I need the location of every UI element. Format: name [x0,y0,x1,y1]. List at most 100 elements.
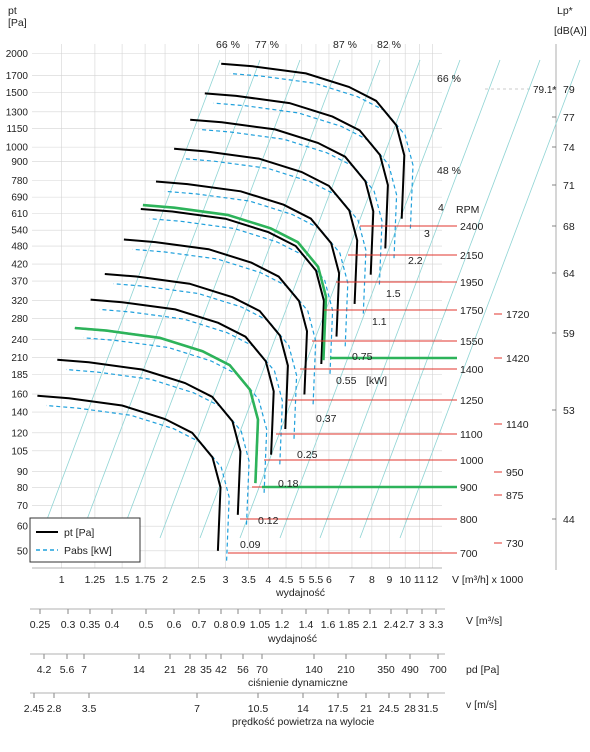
power-curve [132,248,317,405]
rpm-highlight-label: 730 [506,538,524,550]
left-tick-label: 690 [11,193,28,204]
left-tick-label: 320 [11,296,28,307]
x-tick-label: 1.25 [85,574,106,586]
power-label: [kW] [366,375,387,387]
efficiency-diagonal [279,59,461,539]
x-tick-label: 1.75 [135,574,156,586]
pd-tick-label: 140 [305,664,323,676]
scale-pd-caption: ciśnienie dynamiczne [248,677,348,689]
pd-tick-label: 700 [429,664,447,676]
power-curve [65,368,250,525]
x-tick-label: 5 [299,574,305,586]
power-label: 1.5 [386,288,401,300]
flow-tick-label: 0.25 [30,619,51,631]
rpm-highlight-label: 1140 [506,419,529,431]
efficiency-diagonal [159,59,341,539]
v-tick-label: 2.8 [47,703,62,715]
left-tick-label: 185 [11,370,28,381]
x-tick-label: 3.5 [241,574,256,586]
v-tick-label: 14 [297,703,309,715]
left-tick-label: 240 [11,335,28,346]
v-tick-label: 10.5 [248,703,269,715]
rpm-label: 700 [460,548,478,560]
scale-v-unit: v [m/s] [466,699,497,711]
legend-pabs-label: Pabs [kW] [64,545,112,557]
efficiency-diagonal [119,59,301,539]
left-tick-label: 1700 [6,71,29,82]
right-tick-label: 59 [563,328,575,340]
efficiency-diagonal [79,59,261,539]
pd-tick-label: 7 [81,664,87,676]
left-tick-label: 1500 [6,88,29,99]
power-label: 1.1 [372,316,387,328]
right-axis-unit: [dB(A)] [554,25,587,37]
left-tick-label: 210 [11,353,28,364]
efficiency-label: 77 % [255,39,279,51]
power-curve [229,72,414,229]
rpm-header: RPM [456,204,479,216]
efficiency-label: 82 % [377,39,401,51]
right-tick-label: 68 [563,221,575,233]
left-tick-label: 80 [17,483,29,494]
pressure-curve [155,180,341,337]
right-tick-label: 71 [563,180,575,192]
left-tick-label: 610 [11,209,28,220]
power-curve [99,308,284,465]
pd-tick-label: 350 [377,664,395,676]
power-label: 0.75 [352,351,373,363]
highlighted-curve [142,203,328,361]
efficiency-label: 87 % [333,39,357,51]
left-tick-label: 140 [11,408,28,419]
power-label: 0.25 [297,449,318,461]
right-tick-label: 53 [563,405,575,417]
power-label: 4 [438,202,444,214]
x-axis-unit: V [m³/h] x 1000 [452,574,523,586]
flow-tick-label: 2.1 [363,619,378,631]
rpm-label: 800 [460,514,478,526]
scale-v-caption: prędkość powietrza na wylocie [232,716,375,728]
power-curve [198,128,383,285]
pressure-curve [174,147,359,304]
rpm-label: 1250 [460,395,484,407]
x-tick-label: 2 [162,574,168,586]
rpm-label: 2400 [460,221,484,233]
pd-tick-label: 210 [337,664,355,676]
x-tick-label: 10 [399,574,411,586]
right-tick-label: 74 [563,142,575,154]
left-tick-label: 480 [11,242,28,253]
left-tick-label: 160 [11,390,28,401]
pd-tick-label: 21 [164,664,176,676]
rpm-highlight-label: 1420 [506,353,530,365]
left-tick-label: 120 [11,428,28,439]
rpm-label: 1100 [460,429,483,441]
flow-tick-label: 0.7 [192,619,207,631]
highlighted-curve [74,326,260,484]
right-tick-label: 64 [563,268,575,280]
v-tick-label: 28 [404,703,416,715]
x-tick-label: 1.5 [115,574,130,586]
power-label: 0.37 [316,413,337,425]
efficiency-diagonal [239,59,421,539]
scale-flow-unit: V [m³/s] [466,615,502,627]
flow-tick-label: 3 [419,619,425,631]
rpm-label: 1950 [460,277,484,289]
left-tick-label: 70 [17,501,29,512]
v-tick-label: 2.45 [24,703,45,715]
left-tick-label: 105 [11,446,28,457]
pressure-curve [90,298,275,455]
flow-tick-label: 0.5 [139,619,154,631]
left-tick-label: 1000 [6,143,29,154]
flow-tick-label: 0.8 [214,619,229,631]
efficiency-diagonal [399,59,581,539]
left-tick-label: 60 [17,522,29,533]
pd-tick-label: 42 [215,664,227,676]
legend-pt-label: pt [Pa] [64,527,94,539]
efficiency-diagonal [199,59,381,539]
flow-tick-label: 2.7 [400,619,415,631]
v-tick-label: 3.5 [82,703,97,715]
efficiency-diagonal [319,59,501,539]
left-axis-label: pt [8,5,17,17]
rpm-lines [228,225,502,554]
power-label: 2.2 [408,255,423,267]
